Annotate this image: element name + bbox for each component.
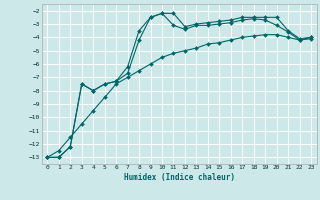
X-axis label: Humidex (Indice chaleur): Humidex (Indice chaleur): [124, 173, 235, 182]
